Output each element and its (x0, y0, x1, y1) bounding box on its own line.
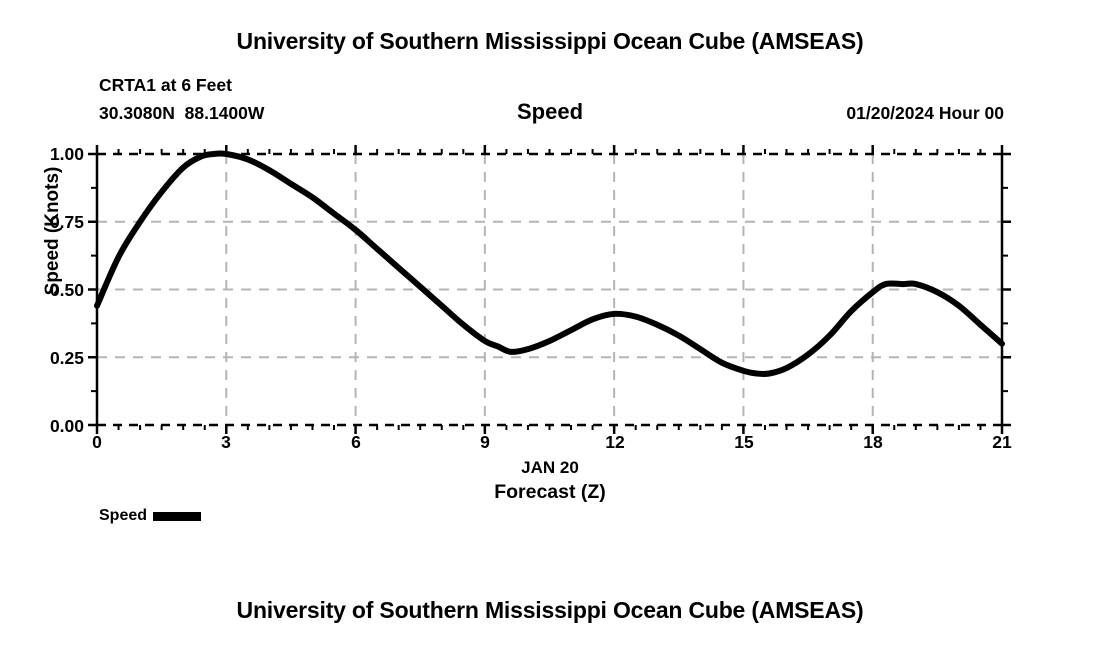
chart-legend: Speed (99, 507, 202, 524)
legend-swatch-speed (153, 511, 202, 521)
legend-label-speed: Speed (99, 507, 148, 524)
x-tick-label-3: 9 (480, 432, 490, 452)
y-tick-label-1: 0.25 (49, 348, 84, 368)
x-tick-label-6: 18 (863, 432, 883, 452)
coordinates-label: 30.3080N 88.1400W (99, 103, 265, 123)
x-tick-label-5: 15 (734, 432, 754, 452)
gridlines (97, 154, 1002, 425)
y-tick-label-3: 0.75 (49, 212, 84, 232)
y-tick-label-4: 1.00 (49, 144, 84, 164)
page-title-bottom: University of Southern Mississippi Ocean… (236, 597, 864, 623)
axis-ticks (88, 145, 1011, 434)
station-label: CRTA1 at 6 Feet (99, 75, 232, 95)
x-tick-label-2: 6 (351, 432, 361, 452)
x-tick-label-1: 3 (221, 432, 231, 452)
x-tick-label-7: 21 (992, 432, 1012, 452)
page-title-top: University of Southern Mississippi Ocean… (236, 28, 864, 54)
data-series (94, 150, 1005, 378)
variable-label: Speed (516, 99, 584, 124)
y-tick-label-2: 0.50 (49, 280, 84, 300)
y-tick-label-0: 0.00 (49, 416, 84, 436)
x-tick-label-0: 0 (92, 432, 102, 452)
x-tick-label-4: 12 (605, 432, 625, 452)
x-axis-day-label: JAN 20 (521, 458, 579, 477)
x-axis-title: Forecast (Z) (494, 481, 606, 503)
model-run-label: 01/20/2024 Hour 00 (846, 103, 1004, 123)
